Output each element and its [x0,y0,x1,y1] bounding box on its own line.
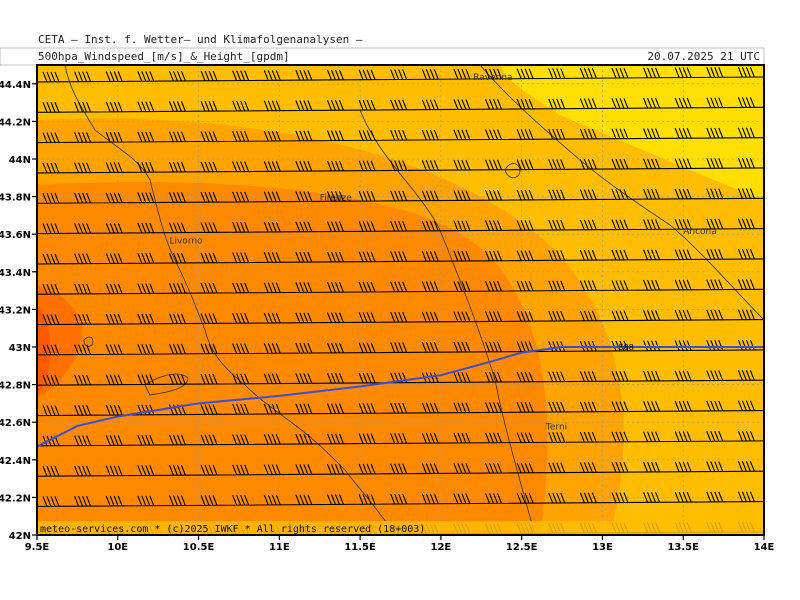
x-tick-label: 12E [431,542,452,553]
longitude-ticks: 9.5E 10E 10.5E 11E 11.5E 12E 12.5E 13E 13.5E 14E [25,535,775,553]
x-tick-label: 10E [107,542,128,553]
y-tick-label: 42.8N [0,381,31,392]
contour-label: 588 [619,343,634,352]
wind-barb-row [37,430,764,447]
gorgona-island [83,336,94,347]
wind-barb-row [37,66,764,83]
credit-text: meteo-services.com * (c)2025 IWKF * All … [40,524,425,535]
x-tick-label: 14E [754,542,775,553]
x-tick-label: 12.5E [506,542,538,553]
x-tick-label: 11.5E [344,542,376,553]
title-frame [0,47,765,66]
height-contour-588 [37,346,764,448]
wind-barb-row [37,461,764,477]
city-label: Ancona [683,227,717,237]
coastlines-borders [64,65,764,535]
map-frame [36,64,765,536]
wind-barb-row [37,400,764,417]
y-tick-label: 43.6N [0,230,31,241]
y-tick-label: 43.4N [0,268,31,279]
x-tick-label: 9.5E [25,542,50,553]
y-tick-label: 42.4N [0,456,31,467]
x-tick-label: 11E [269,542,290,553]
y-tick-label: 42.6N [0,418,31,429]
adriatic-coastline [479,65,764,321]
city-label: Livorno [169,237,203,247]
wind-barb-row [37,491,764,508]
x-tick-label: 13E [592,542,613,553]
wind-barb-row [37,127,764,144]
product-title: 500hpa_Windspeed_[m/s]_&_Height_[gpdm] [38,50,290,63]
windspeed-shading [37,65,764,535]
wind-barb-row [37,370,764,386]
band-red [37,305,51,395]
san-marino-border [504,163,521,179]
city-labels: Ravenna Firenze Livorno Ancona Terni [169,73,716,433]
wind-barbs [37,66,764,535]
credit-strip [37,521,764,535]
elba-island [144,373,189,396]
band-dark-orange [37,182,548,535]
regional-border [359,109,536,535]
city-label: Terni [545,423,567,433]
wind-barb-row [37,218,764,235]
city-label: Ravenna [473,73,512,83]
y-tick-label: 44.4N [0,80,31,91]
band-yellow [500,65,764,200]
institute-title: CETA — Inst. f. Wetter— und Klimafolgena… [38,33,363,46]
x-tick-label: 10.5E [183,542,215,553]
y-tick-label: 43.8N [0,193,31,204]
wind-barb-row [37,279,764,295]
y-tick-label: 44N [9,155,31,166]
y-tick-label: 42.2N [0,493,31,504]
y-tick-label: 43N [9,343,31,354]
valid-time: 20.07.2025 21 UTC [647,50,760,63]
wind-barb-row [37,188,764,204]
wind-barb-row [37,248,764,265]
italian-coastline [64,65,396,535]
y-tick-label: 43.2N [0,305,31,316]
latitude-ticks: 42N 42.2N 42.4N 42.6N 42.8N 43N 43.2N 43.4N 43.6… [0,80,37,542]
wind-barb-row [37,157,764,174]
city-label: Firenze [320,193,352,203]
wind-barb-row [37,97,764,113]
y-tick-label: 44.2N [0,117,31,128]
wind-barb-row [37,309,764,326]
y-tick-label: 42N [9,531,31,542]
x-tick-label: 13.5E [667,542,699,553]
